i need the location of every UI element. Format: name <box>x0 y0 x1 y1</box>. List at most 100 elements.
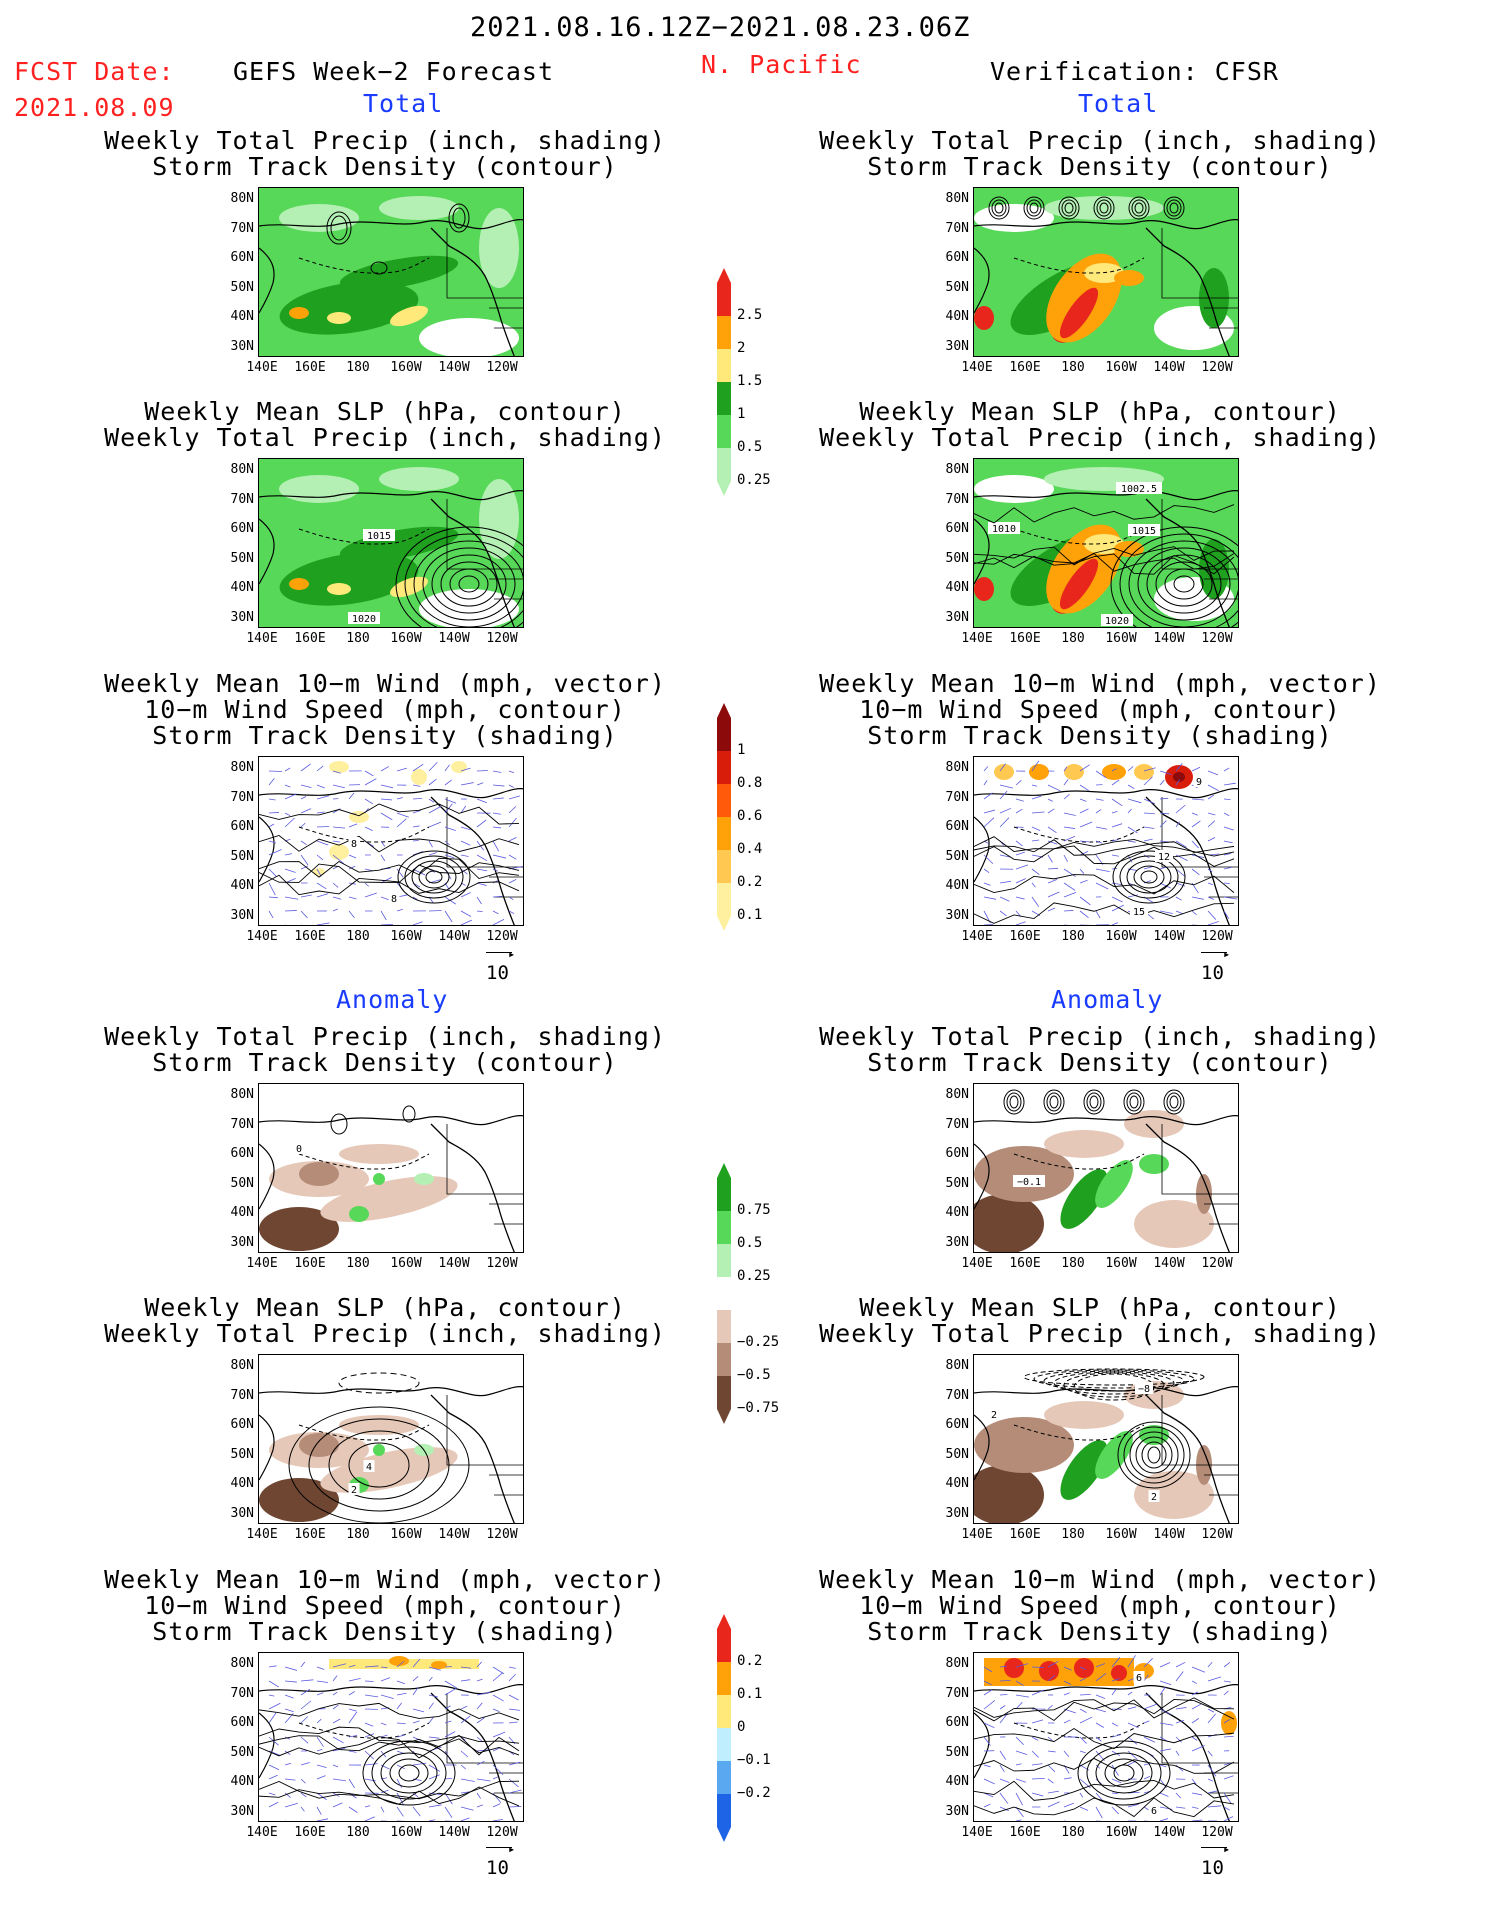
coastline <box>974 788 1238 799</box>
anomaly-section-right: Anomaly <box>1051 985 1164 1014</box>
contour-line <box>1147 1446 1161 1464</box>
wind-vector <box>999 790 1008 800</box>
lat-tick-label: 50N <box>945 1744 969 1760</box>
contour-line <box>404 533 523 627</box>
lat-tick-label: 40N <box>945 580 969 595</box>
wind-vector <box>1015 1778 1027 1783</box>
wind-vector <box>1063 793 1070 800</box>
wind-vector <box>444 826 456 832</box>
wind-vector <box>1223 853 1232 856</box>
wind-vector <box>1175 1671 1184 1682</box>
map-fcst-precip-track-anomaly: 0 <box>258 1083 524 1253</box>
lat-tick-label: 30N <box>230 338 254 354</box>
wind-vector <box>1175 1736 1182 1743</box>
contour-line <box>422 547 516 621</box>
wind-vector <box>284 784 291 788</box>
wind-vector <box>268 1736 279 1746</box>
colorbar-label: −0.5 <box>737 1367 771 1383</box>
shaded-region <box>1173 772 1185 782</box>
wind-vector <box>1144 1820 1149 1821</box>
lon-tick-label: 140W <box>438 929 470 944</box>
contour-line <box>1117 1421 1191 1489</box>
colorbar-arrow <box>717 1163 731 1178</box>
wind-vector <box>1031 839 1040 842</box>
wind-vector <box>301 924 302 925</box>
wind-vector <box>1143 1703 1157 1710</box>
coastline <box>259 518 275 585</box>
wind-vector <box>1143 826 1155 829</box>
region-title: N. Pacific <box>701 50 862 79</box>
contour-line <box>974 845 1235 867</box>
wind-vector <box>268 840 277 844</box>
wind-vector <box>1063 779 1069 786</box>
wind-vector <box>1095 1764 1101 1769</box>
wind-vector <box>999 854 1012 858</box>
wind-vector <box>316 882 327 890</box>
coastline <box>259 1684 523 1695</box>
wind-vector <box>492 770 502 773</box>
wind-vector <box>364 882 370 887</box>
colorbar-arrow <box>717 481 731 496</box>
wind-vector <box>1063 826 1076 829</box>
wind-vector <box>300 808 312 814</box>
contour-label: 12 <box>1158 852 1170 863</box>
wind-vector <box>1175 1707 1187 1710</box>
wind-vector <box>1095 798 1104 801</box>
wind-vector <box>1063 812 1076 816</box>
contour-line <box>418 865 450 889</box>
wind-vector <box>412 798 423 800</box>
lon-tick-label: 140W <box>438 1825 470 1840</box>
wind-vector <box>1079 1708 1087 1713</box>
wind-vector <box>364 826 373 831</box>
lat-tick-label: 80N <box>230 1087 254 1102</box>
colorbar-segment <box>717 316 731 349</box>
wind-vector <box>1223 782 1236 786</box>
contour-label-bg <box>1148 1804 1160 1816</box>
wind-vector <box>412 1806 421 1817</box>
wind-vector <box>1047 1736 1053 1741</box>
contour-line <box>288 1406 470 1523</box>
wind-vector <box>332 896 342 900</box>
contour-label: 8 <box>391 894 397 905</box>
wind-vector <box>1031 882 1036 888</box>
wind-vector <box>508 1694 519 1701</box>
lon-tick-label: 140E <box>961 929 993 944</box>
wind-vector <box>1047 784 1061 792</box>
wind-vector <box>1175 1806 1186 1809</box>
wind-vector <box>316 765 324 772</box>
lon-tick-label: 120W <box>486 631 518 646</box>
contour-label-bg <box>348 612 380 624</box>
coastline <box>259 816 275 883</box>
shaded-region <box>1139 1154 1169 1174</box>
wind-vector <box>1159 779 1165 786</box>
wind-vector <box>460 1715 471 1724</box>
wind-vector <box>999 910 1007 917</box>
contour-line <box>348 1442 410 1488</box>
wind-vector <box>1159 1764 1167 1768</box>
wind-vector <box>1191 1819 1203 1821</box>
wind-vector <box>492 1694 504 1702</box>
panel-title: Weekly Total Precip (inch, shading) Storm… <box>819 126 1381 181</box>
lon-tick-label: 140W <box>438 631 470 646</box>
wind-vector <box>332 1663 347 1668</box>
wind-vector <box>492 854 507 859</box>
colorbar-segment <box>717 1178 731 1211</box>
lat-tick-label: 80N <box>945 462 969 477</box>
wind-vector <box>1223 1806 1230 1811</box>
lat-tick-label: 60N <box>230 250 254 265</box>
wind-vector <box>1063 868 1076 878</box>
wind-vector <box>1207 820 1216 828</box>
wind-vector <box>1159 882 1171 889</box>
wind-vector <box>983 1803 991 1808</box>
wind-vector <box>412 921 423 925</box>
shaded-region <box>1111 1665 1127 1681</box>
wind-vector <box>380 1677 391 1682</box>
coastline <box>974 1143 990 1210</box>
lon-tick-label: 120W <box>1201 631 1233 646</box>
border-line <box>446 228 523 299</box>
colorbar-label: 0.2 <box>737 874 763 890</box>
wind-vector <box>268 1750 280 1756</box>
wind-vector <box>983 896 997 900</box>
wind-vector <box>413 1820 414 1821</box>
wind-vector <box>1223 1762 1230 1766</box>
